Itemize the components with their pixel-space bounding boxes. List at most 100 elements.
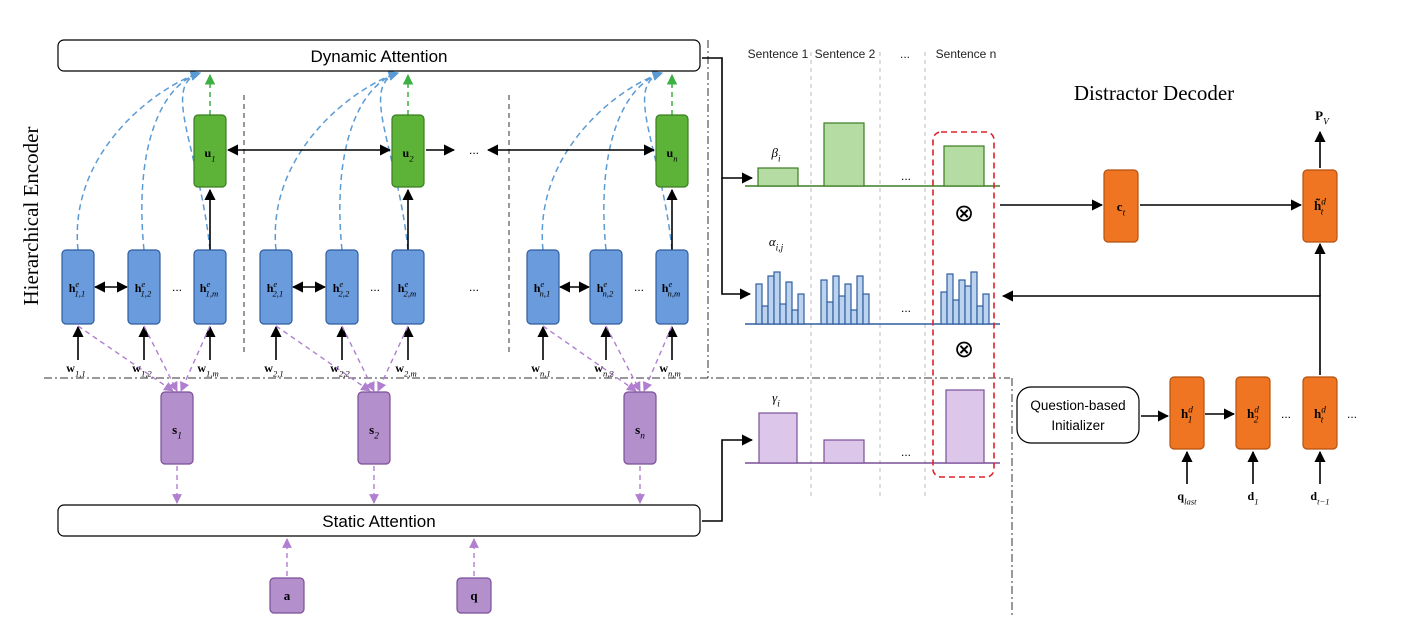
ellipsis: ... bbox=[1347, 407, 1357, 421]
u-label: u1 bbox=[205, 146, 216, 163]
word-to-sentence-arrow bbox=[542, 325, 637, 392]
gamma-bar bbox=[945, 389, 985, 464]
sentence-vector-u bbox=[193, 114, 227, 188]
h-label: he 2,2 bbox=[333, 279, 350, 298]
alpha-bar bbox=[820, 279, 828, 325]
w-label-sub: n,m bbox=[668, 368, 681, 378]
attention-arc bbox=[274, 70, 400, 251]
decoder-input-label-sub: last bbox=[1184, 496, 1197, 506]
alpha-bar bbox=[982, 293, 990, 325]
s-label-sub: 2 bbox=[374, 432, 379, 442]
h-label-sub: n,1 bbox=[539, 288, 550, 298]
h-label: he 1,m bbox=[200, 279, 218, 298]
h-label: he n,m bbox=[662, 279, 680, 298]
gamma-bar bbox=[823, 439, 865, 464]
w-label-sub: n,1 bbox=[540, 368, 551, 378]
h-label-sub: 2,m bbox=[404, 288, 417, 298]
selected-sentence-highlight bbox=[932, 131, 995, 478]
h-label-sub: 2,2 bbox=[338, 288, 349, 298]
attention-arc bbox=[603, 70, 664, 251]
gamma-label-base: γ bbox=[772, 390, 778, 405]
alpha-bar bbox=[946, 273, 954, 325]
alpha-label: αi,j bbox=[769, 234, 784, 254]
decoder-h-label-sub: 2 bbox=[1254, 416, 1259, 426]
beta-bar bbox=[823, 122, 865, 187]
alpha-bar bbox=[940, 291, 948, 325]
htilde-label-sup: d bbox=[1321, 198, 1326, 208]
attentional-hidden-state bbox=[1302, 169, 1338, 243]
gamma-bar bbox=[758, 412, 798, 464]
decoder-to-attention-arrow bbox=[1001, 290, 1321, 375]
h-label-sub: 1,m bbox=[206, 288, 219, 298]
c-label-sub: t bbox=[1123, 209, 1126, 219]
w-label: w2,2 bbox=[330, 361, 350, 378]
dynamic-to-alpha-arrow bbox=[721, 178, 752, 300]
c-label: ct bbox=[1117, 199, 1126, 219]
h-label-sub: 1,1 bbox=[74, 288, 85, 298]
alpha-bar bbox=[832, 275, 840, 325]
alpha-bar bbox=[844, 283, 852, 325]
sentence-vector-u bbox=[655, 114, 689, 188]
ellipsis: ... bbox=[901, 169, 911, 183]
word-to-sentence-arrow bbox=[642, 325, 673, 392]
output-p-label: PV bbox=[1315, 108, 1330, 128]
initializer-label: Question-based bbox=[1030, 398, 1125, 413]
ellipsis: ... bbox=[901, 445, 911, 459]
sentence-header: ... bbox=[900, 47, 910, 61]
decoder-input-label: d1 bbox=[1248, 489, 1259, 506]
word-hidden-state-h bbox=[193, 249, 227, 325]
s-label-base: s bbox=[369, 422, 374, 437]
ellipsis: ... bbox=[172, 280, 182, 294]
decoder-h-label-sub: t bbox=[1321, 416, 1324, 426]
elementwise-product-icon: ⊗ bbox=[954, 335, 974, 363]
alpha-bar bbox=[826, 301, 834, 325]
h-label-sub: n,m bbox=[668, 288, 681, 298]
h-label-base: h bbox=[267, 281, 274, 295]
u-label-sub: n bbox=[673, 153, 677, 163]
word-to-sentence-arrow bbox=[341, 325, 375, 392]
w-label-sub: 2,1 bbox=[273, 368, 284, 378]
htilde-label: h̃d t bbox=[1314, 198, 1326, 218]
decoder-input-label: dt−1 bbox=[1310, 489, 1329, 506]
w-label: wn,2 bbox=[594, 361, 614, 378]
attention-arc bbox=[181, 70, 211, 251]
h-label: he 2,1 bbox=[267, 279, 284, 298]
w-label-sub: n,2 bbox=[603, 368, 614, 378]
w-label-base: w bbox=[659, 361, 668, 375]
s-label-sub: n bbox=[640, 432, 645, 442]
alpha-bar bbox=[767, 275, 775, 325]
alpha-bar bbox=[850, 309, 858, 325]
h-label-sup: e bbox=[75, 279, 79, 289]
dynamic-to-beta-arrow bbox=[702, 57, 754, 184]
hierarchical-encoder-title: Hierarchical Encoder bbox=[19, 127, 43, 306]
alpha-label-sub: i,j bbox=[776, 244, 784, 254]
word-to-sentence-arrow bbox=[377, 325, 409, 392]
alpha-bar bbox=[773, 271, 781, 325]
h-label: he n,2 bbox=[597, 279, 614, 298]
w-label-sub: 1,1 bbox=[75, 368, 86, 378]
sentence-static-s bbox=[357, 391, 391, 465]
w-label-sub: 2,2 bbox=[339, 368, 350, 378]
ellipsis: ... bbox=[901, 301, 911, 315]
question-based-initializer-box bbox=[1016, 386, 1140, 444]
s-label-base: s bbox=[172, 422, 177, 437]
w-label-base: w bbox=[66, 361, 75, 375]
input-a-box bbox=[269, 577, 305, 614]
attention-arc bbox=[541, 70, 664, 251]
input-q-box bbox=[456, 577, 492, 614]
h-label: he 1,2 bbox=[135, 279, 152, 298]
gamma-label-sub: i bbox=[777, 400, 780, 410]
h-label-sup: e bbox=[404, 279, 408, 289]
sentence-vector-u bbox=[391, 114, 425, 188]
h-label-base: h bbox=[662, 281, 669, 295]
beta-label-sub: i bbox=[778, 155, 781, 165]
dynamic-attention-label: Dynamic Attention bbox=[310, 47, 447, 66]
word-to-sentence-arrow bbox=[180, 325, 211, 392]
u-label-base: u bbox=[667, 146, 674, 160]
alpha-label-base: α bbox=[769, 234, 777, 249]
word-hidden-state-h bbox=[259, 249, 293, 325]
alpha-bar bbox=[958, 279, 966, 325]
w-label-base: w bbox=[132, 361, 141, 375]
attention-arc bbox=[339, 70, 400, 251]
